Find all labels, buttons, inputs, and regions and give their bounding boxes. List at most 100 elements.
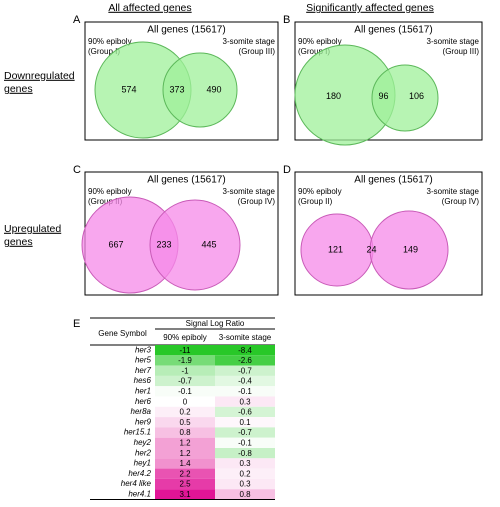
ratio-value: -0.8 bbox=[238, 449, 252, 458]
ratio-value: 0.3 bbox=[239, 480, 251, 489]
ratio-cell bbox=[215, 386, 275, 397]
panel-box bbox=[294, 171, 483, 296]
gene-symbol: her4 like bbox=[121, 479, 152, 488]
panel-title: All genes (15617) bbox=[354, 175, 432, 186]
ratio-cell bbox=[215, 478, 275, 490]
ratio-value: 0.3 bbox=[239, 397, 251, 406]
ratio-value: -0.1 bbox=[238, 438, 252, 447]
venn-count: 445 bbox=[201, 239, 216, 249]
venn-count: 574 bbox=[121, 84, 136, 94]
ratio-cell bbox=[215, 427, 275, 438]
ratio-cell bbox=[155, 386, 215, 397]
set-label: 90% epiboly bbox=[88, 37, 132, 46]
ratio-cell bbox=[215, 489, 275, 500]
ratio-value: 0.8 bbox=[239, 490, 251, 499]
set-label: (Group III) bbox=[443, 47, 480, 56]
gene-symbol: her5 bbox=[135, 356, 152, 365]
venn-count: 149 bbox=[403, 244, 418, 254]
ratio-value: 1.2 bbox=[179, 438, 191, 447]
panel-label: E bbox=[73, 318, 80, 330]
ratio-cell bbox=[215, 406, 275, 418]
ratio-cell bbox=[155, 417, 215, 428]
panel-title: All genes (15617) bbox=[147, 25, 225, 36]
ratio-cell bbox=[155, 355, 215, 366]
venn-count: 121 bbox=[328, 244, 343, 254]
ratio-value: -0.7 bbox=[238, 366, 252, 375]
venn-count: 180 bbox=[326, 91, 341, 101]
set-label: (Group II) bbox=[88, 197, 123, 206]
column-header: Gene Symbol bbox=[98, 329, 147, 338]
ratio-value: -0.7 bbox=[178, 377, 192, 386]
ratio-value: 0.2 bbox=[179, 408, 191, 417]
ratio-cell bbox=[215, 345, 275, 356]
ratio-cell bbox=[215, 355, 275, 366]
venn-count: 106 bbox=[409, 91, 424, 101]
column-header: Significantly affected genes bbox=[306, 2, 434, 14]
set-label: 90% epiboly bbox=[88, 187, 132, 196]
ratio-cell bbox=[215, 417, 275, 428]
column-header: 3-somite stage bbox=[219, 333, 272, 342]
column-header: 90% epiboly bbox=[163, 333, 207, 342]
ratio-value: 2.5 bbox=[179, 480, 191, 489]
ratio-value: 0.1 bbox=[239, 418, 251, 427]
venn-circle bbox=[149, 199, 241, 291]
ratio-value: -1.9 bbox=[178, 356, 192, 365]
ratio-value: -1 bbox=[181, 366, 189, 375]
ratio-value: 1.2 bbox=[179, 449, 191, 458]
ratio-value: -0.1 bbox=[238, 387, 252, 396]
ratio-cell bbox=[155, 345, 215, 356]
ratio-value: 0.5 bbox=[179, 418, 191, 427]
panel-box bbox=[294, 21, 483, 141]
set-label: 90% epiboly bbox=[298, 187, 342, 196]
set-label: (Group IV) bbox=[442, 197, 480, 206]
panel-label: C bbox=[73, 164, 81, 176]
row-header: genes bbox=[4, 236, 33, 248]
set-label: 3-somite stage bbox=[427, 37, 480, 46]
ratio-value: -8.4 bbox=[238, 346, 252, 355]
ratio-value: -11 bbox=[180, 346, 192, 355]
venn-count: 233 bbox=[156, 239, 171, 249]
ratio-value: 0.2 bbox=[239, 469, 251, 478]
set-label: 3-somite stage bbox=[427, 187, 480, 196]
gene-symbol: hes6 bbox=[134, 376, 152, 385]
ratio-value: -0.7 bbox=[238, 428, 252, 437]
venn-circle bbox=[371, 64, 439, 132]
ratio-value: 3.1 bbox=[179, 490, 191, 499]
gene-symbol: her6 bbox=[135, 397, 152, 406]
gene-symbol: her4.2 bbox=[128, 469, 151, 478]
venn-count: 96 bbox=[378, 91, 388, 101]
gene-symbol: her3 bbox=[135, 345, 152, 354]
ratio-cell bbox=[215, 365, 275, 376]
gene-symbol: her9 bbox=[135, 417, 152, 426]
ratio-cell bbox=[215, 458, 275, 469]
gene-symbol: her1 bbox=[135, 386, 151, 395]
venn-circle bbox=[369, 210, 449, 290]
ratio-cell bbox=[215, 448, 275, 459]
ratio-value: -0.6 bbox=[238, 408, 252, 417]
panel-label: D bbox=[283, 164, 291, 176]
set-label: (Group IV) bbox=[238, 197, 276, 206]
ratio-cell bbox=[155, 458, 215, 469]
ratio-value: -0.1 bbox=[178, 387, 192, 396]
ratio-value: 0 bbox=[183, 397, 188, 406]
ratio-cell bbox=[215, 468, 275, 479]
panel-title: All genes (15617) bbox=[147, 175, 225, 186]
venn-count: 24 bbox=[366, 244, 376, 254]
gene-symbol: her15.1 bbox=[124, 428, 151, 437]
row-header: Downregulated bbox=[4, 70, 75, 82]
column-header: All affected genes bbox=[108, 2, 191, 14]
set-label: (Group I) bbox=[88, 47, 120, 56]
ratio-value: 2.2 bbox=[179, 469, 191, 478]
set-label: (Group I) bbox=[298, 47, 330, 56]
ratio-value: 0.8 bbox=[179, 428, 191, 437]
panel-box bbox=[84, 21, 279, 141]
ratio-cell bbox=[155, 448, 215, 459]
ratio-value: 0.3 bbox=[239, 459, 251, 468]
ratio-cell bbox=[155, 468, 215, 479]
venn-circle bbox=[162, 52, 238, 128]
gene-symbol: hey1 bbox=[134, 459, 151, 468]
ratio-cell bbox=[155, 489, 215, 500]
ratio-value: 1.4 bbox=[179, 459, 191, 468]
ratio-value: -2.6 bbox=[238, 356, 252, 365]
ratio-cell bbox=[215, 375, 275, 387]
